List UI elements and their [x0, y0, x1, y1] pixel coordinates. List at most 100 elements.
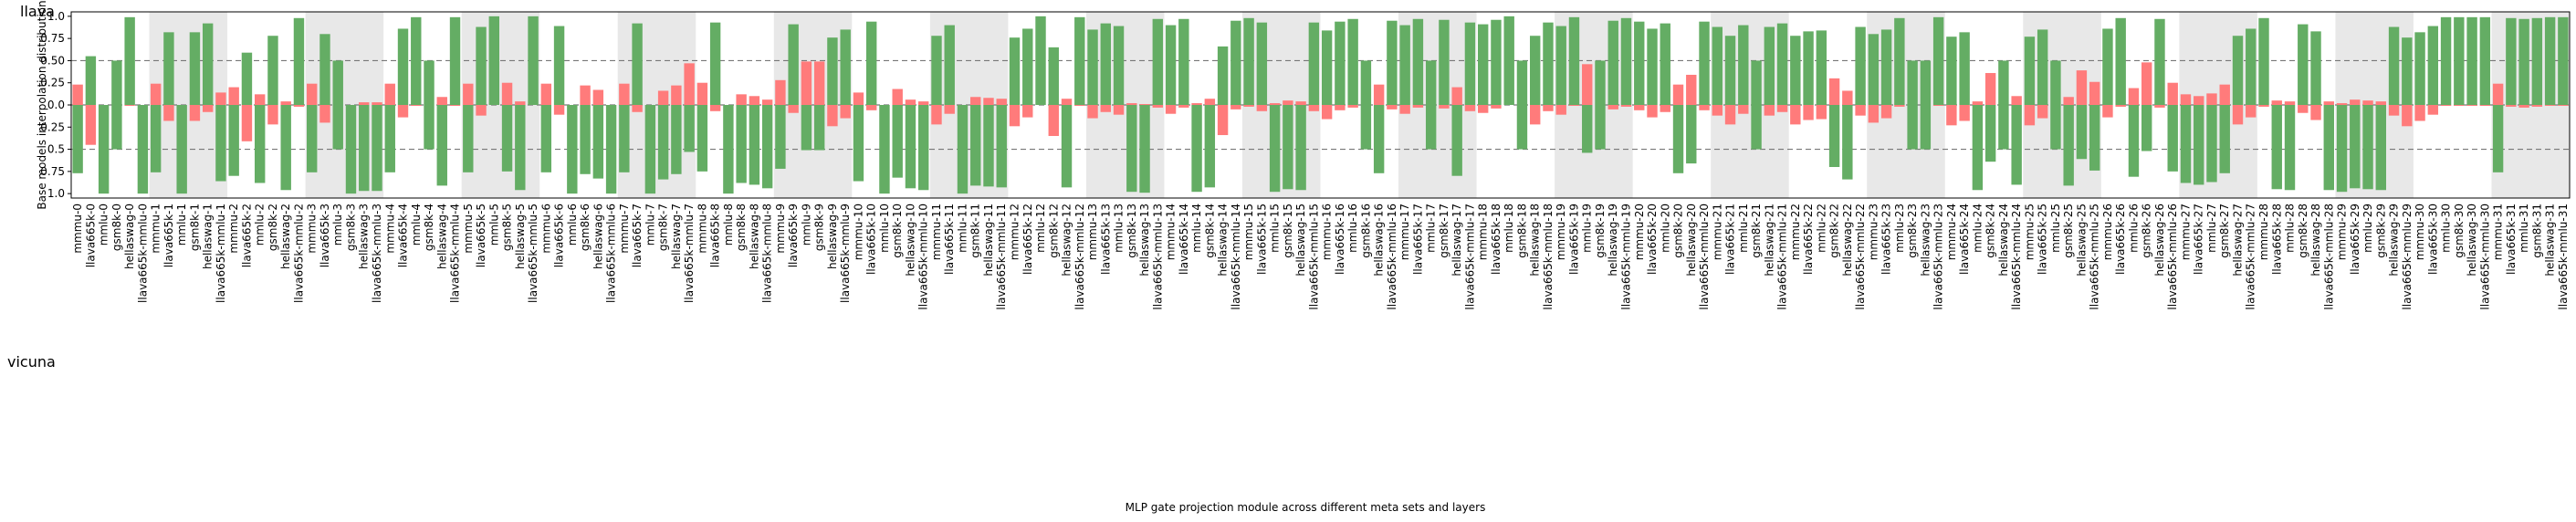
- bar: [411, 105, 422, 106]
- bar: [2440, 16, 2452, 106]
- bar: [2375, 101, 2387, 105]
- x-tick-label: llava665k-4: [397, 204, 410, 267]
- bar: [359, 105, 370, 192]
- x-tick-label: gsm8k-12: [1047, 204, 1060, 258]
- bar: [2063, 105, 2074, 186]
- bar: [2440, 105, 2452, 106]
- bar: [1776, 105, 1788, 112]
- x-tick-label: llava665k-27: [2193, 204, 2205, 275]
- x-tick-label: hellaswag-12: [1061, 204, 1073, 277]
- bar: [2180, 94, 2192, 105]
- bar: [1399, 25, 1410, 106]
- bar: [840, 105, 851, 119]
- bar: [1113, 26, 1125, 106]
- x-tick-label: hellaswag-28: [2309, 204, 2322, 277]
- bar: [111, 105, 122, 150]
- bar: [957, 105, 969, 194]
- x-tick-label: mmmu-13: [1086, 204, 1099, 260]
- bar: [1048, 47, 1059, 105]
- bar: [1074, 105, 1085, 106]
- bar: [736, 105, 747, 183]
- bar: [905, 99, 916, 105]
- bar: [293, 105, 305, 107]
- bar: [788, 105, 799, 113]
- bar: [2024, 105, 2036, 126]
- x-tick-label: llava665k-10: [865, 204, 878, 275]
- bar: [1373, 105, 1385, 173]
- x-tick-label: mmmu-28: [2257, 204, 2270, 260]
- bar: [1283, 105, 1293, 190]
- bar: [1751, 105, 1762, 150]
- bar: [2506, 17, 2517, 105]
- bar: [1842, 90, 1853, 105]
- bar: [1308, 105, 1320, 111]
- bar: [1972, 105, 1984, 191]
- bar: [761, 105, 773, 189]
- bar: [332, 60, 343, 105]
- bar: [1595, 60, 1606, 105]
- bar: [1984, 73, 1996, 105]
- bar: [202, 105, 214, 112]
- bar: [1920, 105, 1932, 150]
- x-tick-label: llava665k-6: [553, 204, 566, 267]
- bar: [1907, 105, 1918, 150]
- x-tick-label: mmmu-14: [1165, 204, 1178, 260]
- bar: [1516, 60, 1528, 105]
- bar: [1308, 22, 1320, 105]
- bar: [996, 99, 1007, 105]
- bar: [1335, 105, 1346, 110]
- bar: [736, 94, 747, 105]
- bar: [528, 16, 539, 105]
- bar: [1074, 16, 1085, 106]
- x-tick-label: mmlu-22: [1815, 204, 1827, 253]
- bar: [1295, 101, 1306, 105]
- x-tick-label: gsm8k-26: [2141, 204, 2153, 258]
- bar: [1634, 105, 1645, 110]
- x-tick-label: llava665k-mmlu-17: [1463, 204, 1476, 310]
- x-tick-label: llava665k-mmlu-25: [2089, 204, 2101, 310]
- bar: [2402, 105, 2413, 127]
- bar: [384, 83, 395, 105]
- bar: [709, 22, 721, 105]
- bar: [2167, 105, 2178, 172]
- x-tick-label: hellaswag-8: [748, 204, 760, 269]
- bar: [813, 61, 825, 105]
- x-tick-label: llava665k-mmlu-4: [449, 204, 462, 303]
- x-tick-label: mmlu-7: [644, 204, 656, 245]
- bar: [1647, 105, 1658, 118]
- bar: [397, 28, 409, 106]
- bar: [684, 105, 695, 152]
- bar: [2037, 105, 2048, 119]
- x-tick-label: mmlu-30: [2440, 204, 2453, 253]
- bar: [1959, 105, 1970, 121]
- bar: [1894, 17, 1905, 105]
- bar: [1868, 105, 1880, 123]
- x-tick-label: mmlu-17: [1425, 204, 1438, 253]
- x-tick-label: hellaswag-26: [2153, 204, 2166, 277]
- bar: [228, 105, 239, 176]
- bar: [2284, 101, 2296, 105]
- bar: [1230, 20, 1241, 105]
- bar: [1555, 105, 1566, 115]
- x-tick-label: mmmu-3: [306, 204, 319, 254]
- bar: [1568, 16, 1580, 106]
- bar: [2323, 101, 2334, 105]
- x-tick-label: mmmu-26: [2101, 204, 2114, 260]
- x-tick-label: mmlu-12: [1034, 204, 1047, 253]
- bar: [1387, 20, 1398, 105]
- bar: [463, 105, 474, 172]
- x-tick-label: gsm8k-29: [2374, 204, 2387, 258]
- bar: [2427, 105, 2439, 115]
- x-tick-label: mmmu-5: [462, 204, 475, 254]
- bar: [2479, 16, 2491, 106]
- x-tick-label: mmmu-2: [227, 204, 240, 254]
- bar: [2350, 105, 2361, 189]
- bar: [98, 105, 110, 194]
- bar: [1477, 24, 1489, 106]
- y-tick-label: 1.0: [47, 10, 65, 23]
- bar: [319, 105, 330, 123]
- bar: [2271, 105, 2282, 190]
- bar: [1230, 105, 1241, 110]
- bar: [1686, 105, 1697, 164]
